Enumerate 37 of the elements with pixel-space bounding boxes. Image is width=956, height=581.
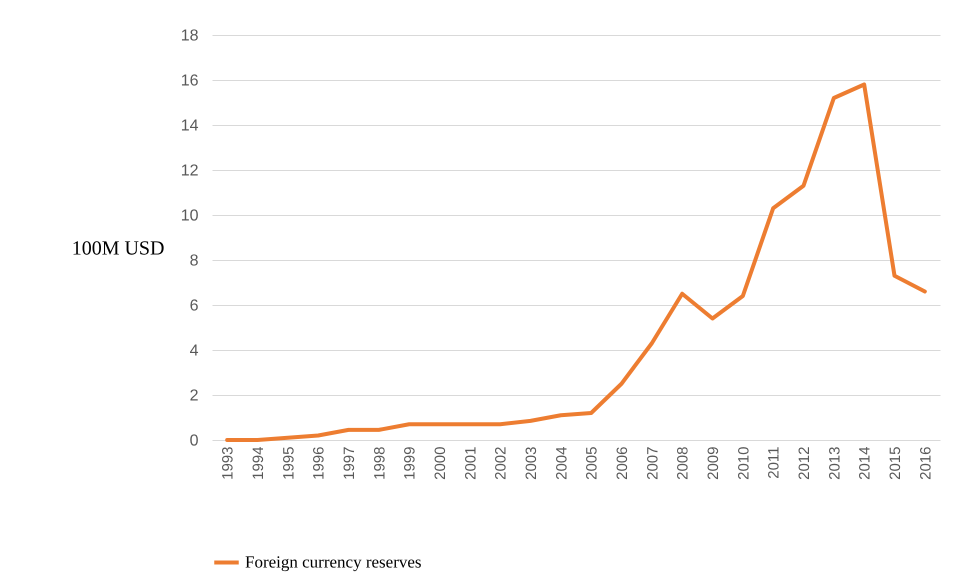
x-tick-label: 2007 bbox=[644, 446, 662, 480]
x-tick-label: 2011 bbox=[766, 446, 783, 479]
x-tick-label: 2001 bbox=[462, 446, 480, 480]
x-tick-label: 1994 bbox=[250, 446, 267, 480]
x-tick-label: 2014 bbox=[856, 446, 874, 480]
y-tick-label: 8 bbox=[190, 252, 199, 270]
y-tick-label: 0 bbox=[190, 432, 199, 450]
x-tick-label: 1996 bbox=[310, 446, 328, 480]
line-series bbox=[225, 82, 927, 442]
x-tick-label: 2012 bbox=[796, 446, 813, 480]
x-tick-label: 1999 bbox=[402, 446, 419, 480]
y-tick-label: 16 bbox=[180, 72, 199, 90]
x-tick-label: 2006 bbox=[614, 446, 631, 480]
y-tick-label: 10 bbox=[180, 208, 199, 224]
y-tick-label: 12 bbox=[180, 162, 199, 180]
y-tick-label: 14 bbox=[180, 118, 199, 134]
x-tick-label: 1998 bbox=[371, 446, 388, 480]
x-tick-label: 2003 bbox=[523, 446, 540, 480]
x-tick-label: 1997 bbox=[341, 446, 358, 480]
x-tick-label: 2002 bbox=[492, 446, 510, 480]
y-tick-label: 4 bbox=[190, 342, 199, 360]
x-tick-label: 2005 bbox=[584, 446, 601, 480]
x-tick-label: 1995 bbox=[280, 446, 298, 480]
x-tick-label: 2010 bbox=[735, 446, 752, 480]
y-tick-label: 2 bbox=[190, 388, 199, 404]
y-axis-title: 100M USD bbox=[72, 238, 164, 260]
y-tick-label: 6 bbox=[190, 298, 199, 314]
x-tick-label: 1993 bbox=[220, 446, 237, 480]
x-tick-label: 2015 bbox=[887, 446, 904, 480]
x-tick-label: 2009 bbox=[705, 446, 722, 480]
x-tick-label: 2008 bbox=[674, 446, 692, 480]
y-tick-label: 18 bbox=[180, 28, 199, 44]
legend-label: Foreign currency reserves bbox=[245, 552, 422, 572]
x-tick-label: 2013 bbox=[826, 446, 844, 480]
x-tick-label: 2016 bbox=[917, 446, 934, 480]
x-tick-label: 2004 bbox=[553, 446, 570, 480]
x-tick-label: 2000 bbox=[432, 446, 449, 480]
